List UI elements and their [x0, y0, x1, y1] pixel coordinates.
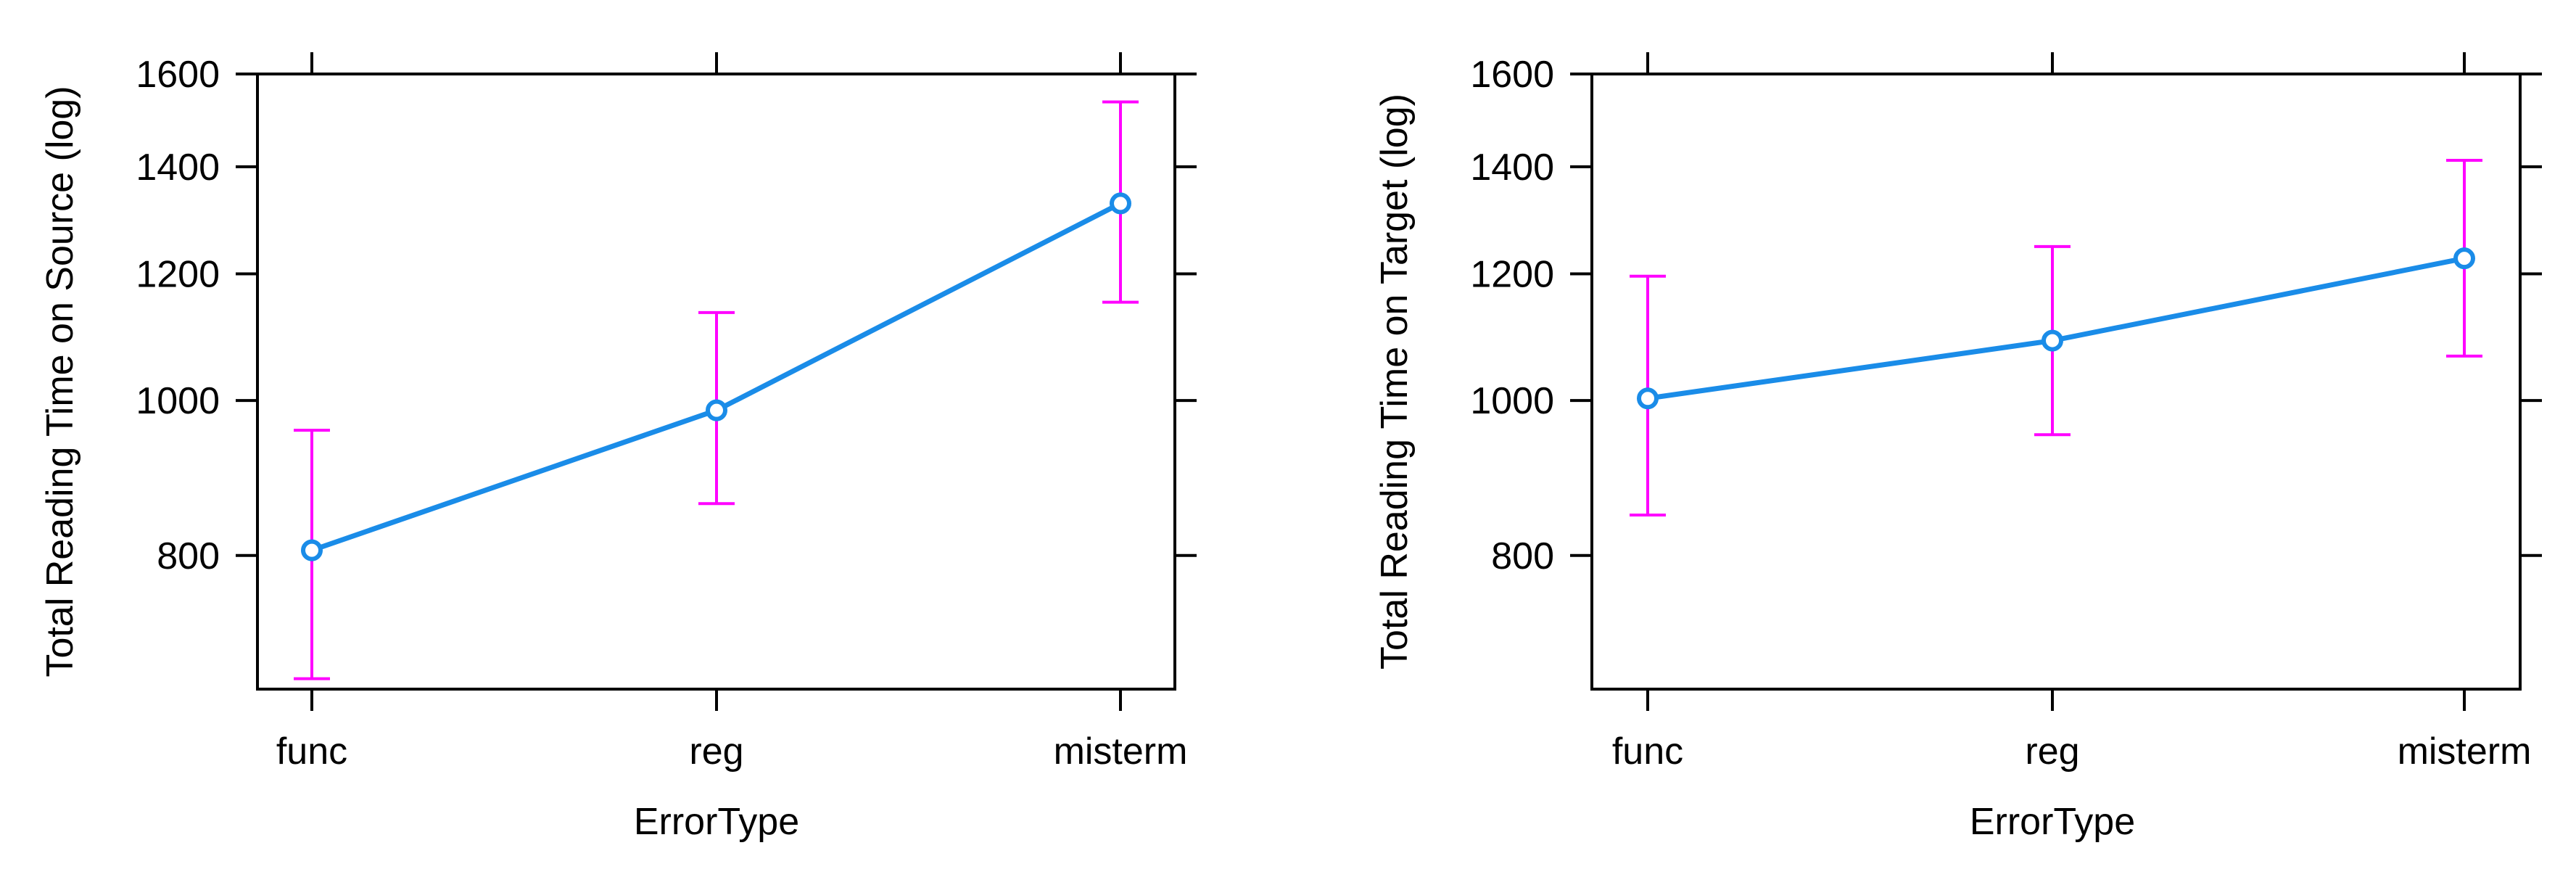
y-tick-label: 1400 [1470, 147, 1554, 189]
data-point [706, 399, 727, 421]
y-tick-label: 1600 [1470, 54, 1554, 96]
y-axis-title: Total Reading Time on Target (log) [1374, 94, 1416, 670]
y-tick-label: 1400 [136, 147, 220, 189]
y-tick-label: 800 [1491, 535, 1554, 577]
series-line [1647, 255, 2465, 401]
plot-frame [1590, 73, 2522, 691]
y-tick-label: 800 [157, 535, 220, 577]
y-tick-label: 1200 [1470, 253, 1554, 295]
target-reading-time-panel: ErrorType Total Reading Time on Target (… [1374, 52, 2542, 843]
y-tick-label: 1000 [136, 380, 220, 422]
source-reading-time-panel: ErrorType Total Reading Time on Source (… [39, 52, 1197, 843]
data-point [1637, 387, 1659, 410]
x-tick-label: func [1612, 730, 1683, 773]
y-axis-title: Total Reading Time on Source (log) [39, 86, 81, 677]
x-axis-title: ErrorType [1970, 801, 2135, 843]
x-axis-title: ErrorType [634, 801, 799, 843]
data-point [2042, 329, 2063, 352]
x-tick-label: reg [689, 730, 743, 773]
y-tick-label: 1600 [136, 54, 220, 96]
data-point [301, 539, 323, 561]
x-tick-label: misterm [2398, 730, 2532, 773]
x-tick-label: misterm [1054, 730, 1188, 773]
data-point [2453, 247, 2475, 270]
y-tick-label: 1000 [1470, 380, 1554, 422]
x-tick-label: func [276, 730, 347, 773]
x-tick-label: reg [2025, 730, 2079, 773]
data-point [1110, 192, 1131, 215]
y-tick-label: 1200 [136, 253, 220, 295]
